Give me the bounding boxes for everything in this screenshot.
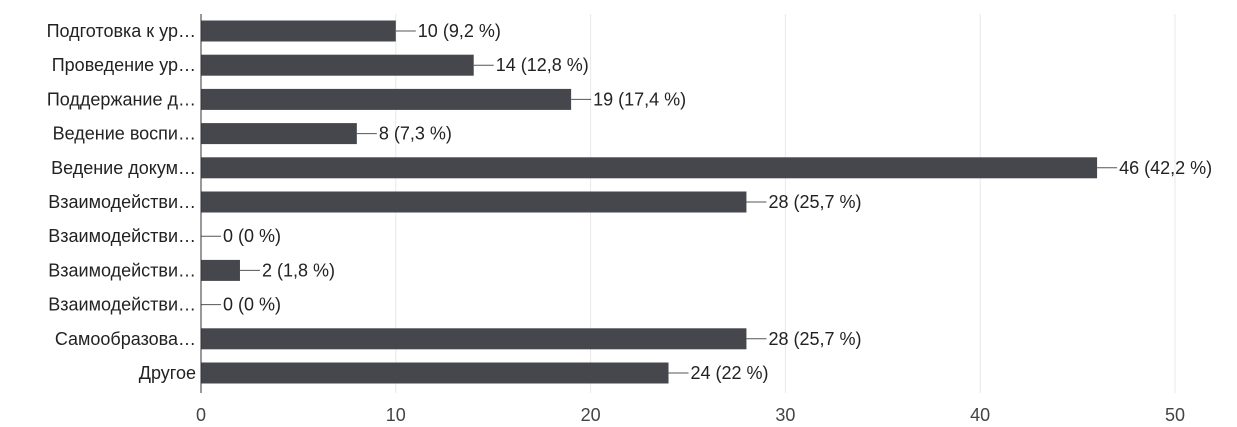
x-tick-label-30: 30 xyxy=(775,405,795,425)
category-label-9: Взаимодействи… xyxy=(48,295,196,315)
data-label-10: 28 (25,7 %) xyxy=(768,329,861,349)
data-label-5: 46 (42,2 %) xyxy=(1119,158,1212,178)
data-labels: 10 (9,2 %) 14 (12,8 %)19 (17,4 %) 8 (7,3 %… xyxy=(223,21,1212,383)
data-label-6: 28 (25,7 %) xyxy=(768,192,861,212)
bar-1[interactable] xyxy=(201,20,396,42)
category-label-3: Поддержание д… xyxy=(47,89,196,109)
bar-10[interactable] xyxy=(201,328,747,350)
data-label-7: 0 (0 %) xyxy=(223,226,281,246)
data-label-8: 2 (1,8 %) xyxy=(262,260,335,280)
category-label-4: Ведение воспи… xyxy=(53,124,196,144)
x-tick-label-0: 0 xyxy=(196,405,206,425)
x-tick-label-20: 20 xyxy=(581,405,601,425)
bar-3[interactable] xyxy=(201,88,572,110)
bar-6[interactable] xyxy=(201,191,747,213)
category-label-2: Проведение ур… xyxy=(52,55,196,75)
label-connectors xyxy=(201,30,1118,374)
bar-5[interactable] xyxy=(201,157,1098,179)
category-label-10: Самообразова… xyxy=(55,329,196,349)
bar-11[interactable] xyxy=(201,362,669,384)
x-tick-label-50: 50 xyxy=(1165,405,1185,425)
bar-4[interactable] xyxy=(201,123,357,145)
bar-2[interactable] xyxy=(201,54,474,76)
data-label-9: 0 (0 %) xyxy=(223,295,281,315)
data-label-4: 8 (7,3 %) xyxy=(379,124,452,144)
bars xyxy=(201,20,1098,384)
data-label-1: 10 (9,2 %) xyxy=(418,21,501,41)
x-axis-ticks: 0 10 20 30 40 50 xyxy=(196,405,1185,425)
category-label-6: Взаимодействи… xyxy=(48,192,196,212)
data-label-3: 19 (17,4 %) xyxy=(593,89,686,109)
category-label-7: Взаимодействи… xyxy=(48,226,196,246)
category-label-1: Подготовка к ур… xyxy=(47,21,196,41)
data-label-11: 24 (22 %) xyxy=(691,363,769,383)
category-label-5: Ведение докум… xyxy=(51,158,196,178)
bar-8[interactable] xyxy=(201,259,240,281)
x-tick-label-10: 10 xyxy=(386,405,406,425)
x-tick-label-40: 40 xyxy=(970,405,990,425)
category-label-11: Другое xyxy=(139,363,196,383)
category-label-8: Взаимодействи… xyxy=(48,260,196,280)
data-label-2: 14 (12,8 %) xyxy=(496,55,589,75)
category-labels: Подготовка к ур… Проведение ур… Поддержани… xyxy=(47,21,196,383)
